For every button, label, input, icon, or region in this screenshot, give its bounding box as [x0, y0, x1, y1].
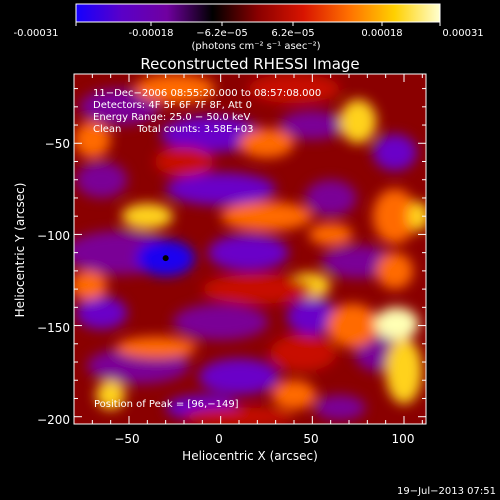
heatmap-blob [96, 380, 126, 410]
heatmap-blob [407, 201, 426, 231]
heatmap-blob [198, 358, 280, 395]
heatmap-blob [339, 99, 377, 144]
heatmap-blob [286, 298, 339, 335]
timestamp: 19−Jul−2013 07:51 [397, 486, 496, 497]
heatmap-image [74, 74, 426, 424]
y-tick-label: −200 [37, 413, 70, 427]
heatmap-blob [321, 245, 395, 279]
x-tick-label: 50 [303, 432, 318, 446]
heatmap-blob [327, 303, 379, 348]
heatmap-blob [376, 252, 414, 290]
heatmap-blob [134, 74, 216, 104]
colorbar-tick-label: 0.00018 [361, 28, 402, 39]
heatmap-blob [272, 380, 316, 410]
annotation-detectors: Detectors: 4F 5F 6F 7F 8F, Att 0 [93, 100, 252, 111]
markers [162, 255, 169, 262]
x-tick-label: 100 [392, 432, 415, 446]
colorbar-tick-label: 0.00031 [442, 28, 483, 39]
y-tick-label: −100 [37, 229, 70, 243]
annotation-energy-range: Energy Range: 25.0 − 50.0 keV [93, 112, 250, 123]
heatmap-blob [173, 303, 269, 341]
colorbar-gradient [75, 3, 441, 23]
peak-position-label: Position of Peak = [96,−149] [94, 399, 239, 410]
annotation-time-range: 11−Dec−2006 08:55:20.000 to 08:57:08.000 [93, 88, 321, 99]
axis-ticks [74, 74, 426, 424]
heatmap-blob [314, 394, 366, 421]
heatmap-blob [239, 128, 294, 158]
heatmap-blob [184, 407, 294, 424]
heatmap-blob [279, 110, 346, 140]
heatmap-blob [165, 172, 276, 206]
heatmap-blob [372, 134, 417, 171]
heatmap-blob [308, 223, 353, 246]
heatmap-blob [248, 74, 340, 104]
heatmap-blob [116, 336, 197, 359]
x-tick-label: −50 [114, 432, 139, 446]
colorbar-unit-label: (photons cm⁻² s⁻¹ asec⁻²) [191, 41, 320, 52]
heatmap-blob [305, 179, 357, 217]
x-axis-label: Heliocentric X (arcsec) [182, 449, 318, 463]
colorbar: -0.00031 -0.00018 −6.2e−05 6.2e−05 0.000… [14, 3, 484, 52]
chart-title: Reconstructed RHESSI Image [140, 55, 359, 73]
heatmap-blob [374, 307, 419, 341]
heatmap-blob [372, 188, 417, 244]
heatmap-blob [202, 274, 313, 304]
heatmap-blob [75, 161, 128, 198]
heatmap-blob [154, 146, 214, 177]
annotation-clean-counts: Clean Total counts: 3.58E+03 [93, 124, 253, 135]
y-tick-label: −50 [45, 137, 70, 151]
colorbar-ticks [75, 22, 441, 26]
minimum-marker [162, 255, 169, 262]
heatmap-blob [74, 121, 111, 158]
colorbar-tick-label: 6.2e−05 [271, 28, 314, 39]
heatmap-blob [160, 115, 263, 153]
y-tick-label: −150 [37, 321, 70, 335]
y-axis-label: Heliocentric Y (arcsec) [13, 183, 27, 318]
heatmap-blob [207, 234, 289, 271]
annotation-block: 11−Dec−2006 08:55:20.000 to 08:57:08.000… [93, 88, 321, 135]
heatmap-blob [220, 201, 313, 231]
colorbar-tick-label: -0.00018 [129, 28, 174, 39]
colorbar-tick-label: −6.2e−05 [196, 28, 248, 39]
heatmap-blob [121, 203, 173, 229]
x-tick-label: 0 [215, 432, 223, 446]
colorbar-tick-label: -0.00031 [14, 28, 59, 39]
heatmap-blob [270, 334, 337, 372]
heatmap-blob [79, 88, 161, 126]
plot-frame [73, 73, 427, 425]
heatmap-blob [385, 338, 423, 404]
heatmap-blob [74, 270, 107, 301]
heatmap-blob [75, 296, 128, 330]
